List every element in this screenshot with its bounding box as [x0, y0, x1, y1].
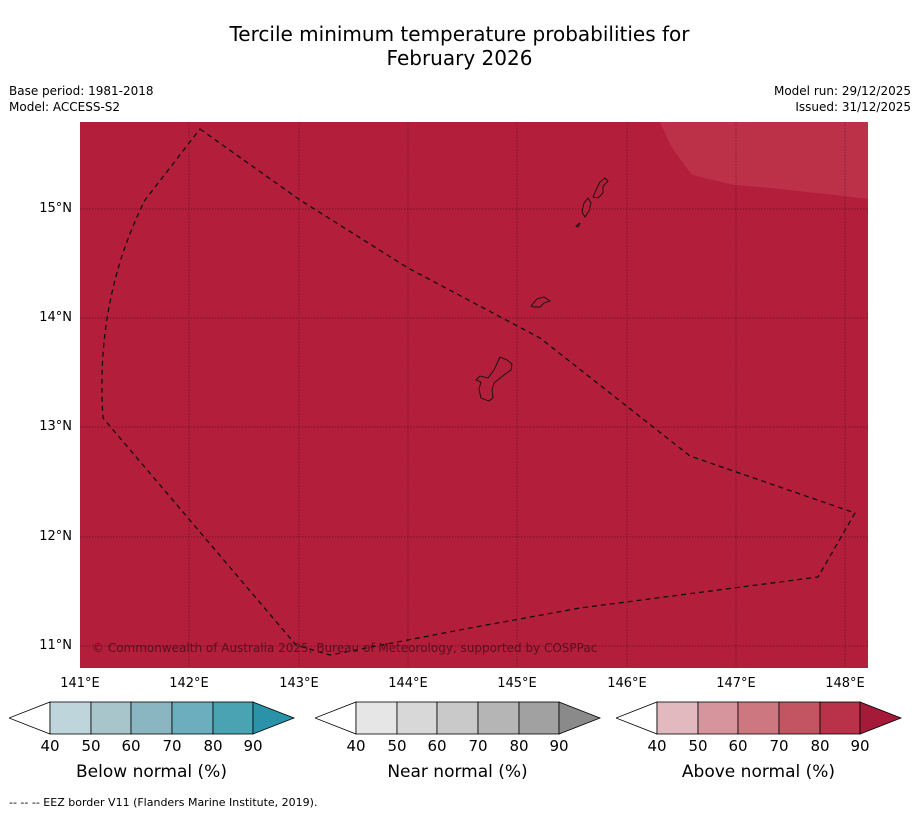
model-name: Model: ACCESS-S2: [9, 100, 121, 114]
colorbar-below-seg-6: [252, 701, 296, 735]
colorbar-above-seg-1: [656, 701, 699, 735]
lon-label-143: 143°E: [279, 676, 319, 691]
copyright-notice: © Commonwealth of Australia 2025, Bureau…: [92, 641, 598, 655]
meta-left: Base period: 1981-2018 Model: ACCESS-S2: [9, 83, 154, 115]
colorbar-above-tick: 80: [810, 737, 830, 755]
colorbar-below-tick: 60: [121, 737, 141, 755]
colorbar-near-tick: 40: [346, 737, 366, 755]
colorbar-below-seg-4: [171, 701, 214, 735]
colorbar-near-seg-5: [518, 701, 560, 735]
colorbar-above-seg-4: [778, 701, 821, 735]
issued-date: Issued: 31/12/2025: [795, 100, 911, 114]
lon-label-142: 142°E: [169, 676, 209, 691]
probability-field-highlight: [660, 122, 868, 199]
colorbar-near-tick: 70: [468, 737, 488, 755]
colorbar-above-tick: 90: [850, 737, 870, 755]
tinian-island: [581, 197, 592, 218]
probability-field: [80, 122, 868, 668]
colorbar-above-seg-0: [616, 701, 658, 735]
colorbar-below-tick: 80: [203, 737, 223, 755]
title-line-1: Tercile minimum temperature probabilitie…: [229, 22, 690, 46]
colorbar-above-tick: 70: [769, 737, 789, 755]
lat-label-14: 14°N: [39, 310, 72, 325]
lat-label-13: 13°N: [39, 419, 72, 434]
colorbar-below-seg-5: [212, 701, 254, 735]
colorbar-above-seg-5: [819, 701, 861, 735]
colorbar-below-seg-2: [90, 701, 132, 735]
colorbar-above-tick: 50: [688, 737, 708, 755]
map-canvas: [80, 122, 868, 668]
colorbar-below-tick: 70: [162, 737, 182, 755]
guam-island: [475, 356, 513, 402]
colorbar-above-seg-2: [697, 701, 739, 735]
islands: [475, 177, 609, 402]
colorbar-below-tick: 50: [81, 737, 101, 755]
lon-label-146: 146°E: [607, 676, 647, 691]
eez-legend-note: -- -- -- EEZ border V11 (Flanders Marine…: [9, 796, 318, 809]
colorbar-near-seg-0: [315, 701, 357, 735]
graticule: [80, 122, 868, 668]
lon-label-141: 141°E: [60, 676, 100, 691]
colorbar-below-label: Below normal (%): [76, 762, 227, 782]
title-line-2: February 2026: [386, 46, 533, 70]
chart-title: Tercile minimum temperature probabilitie…: [0, 22, 919, 70]
colorbar-near-tick: 60: [427, 737, 447, 755]
lat-label-12: 12°N: [39, 529, 72, 544]
colorbar-near-seg-2: [396, 701, 438, 735]
saipan-island: [592, 177, 609, 199]
colorbar-above-seg-3: [737, 701, 780, 735]
colorbar-below-seg-0: [9, 701, 51, 735]
colorbar-near-label: Near normal (%): [387, 762, 528, 782]
lon-label-147: 147°E: [716, 676, 756, 691]
eez-border: [101, 128, 856, 656]
aguijan-island: [575, 222, 581, 228]
meta-right: Model run: 29/12/2025 Issued: 31/12/2025: [774, 83, 911, 115]
colorbar-near-seg-1: [355, 701, 398, 735]
colorbar-below-seg-3: [130, 701, 173, 735]
colorbar-above-seg-6: [859, 701, 903, 735]
colorbar-near-seg-4: [477, 701, 520, 735]
lat-label-11: 11°N: [39, 638, 72, 653]
colorbar-below-tick: 40: [40, 737, 60, 755]
colorbar-near-seg-3: [436, 701, 479, 735]
colorbar-below: [9, 701, 296, 735]
colorbar-near-tick: 80: [509, 737, 529, 755]
colorbar-near: [315, 701, 602, 735]
colorbar-above-label: Above normal (%): [681, 762, 836, 782]
colorbar-above-tick: 60: [728, 737, 748, 755]
colorbar-near-tick: 90: [549, 737, 569, 755]
lon-label-144: 144°E: [388, 676, 428, 691]
colorbar-near-seg-6: [558, 701, 602, 735]
colorbar-above-tick: 40: [647, 737, 667, 755]
colorbar-near-tick: 50: [387, 737, 407, 755]
model-run: Model run: 29/12/2025: [773, 84, 911, 98]
lon-label-148: 148°E: [825, 676, 865, 691]
lat-label-15: 15°N: [39, 201, 72, 216]
rota-island: [530, 296, 552, 308]
colorbar-below-tick: 90: [243, 737, 263, 755]
lon-label-145: 145°E: [497, 676, 537, 691]
base-period: Base period: 1981-2018: [9, 84, 154, 98]
colorbar-above: [616, 701, 903, 735]
colorbar-below-seg-1: [49, 701, 92, 735]
